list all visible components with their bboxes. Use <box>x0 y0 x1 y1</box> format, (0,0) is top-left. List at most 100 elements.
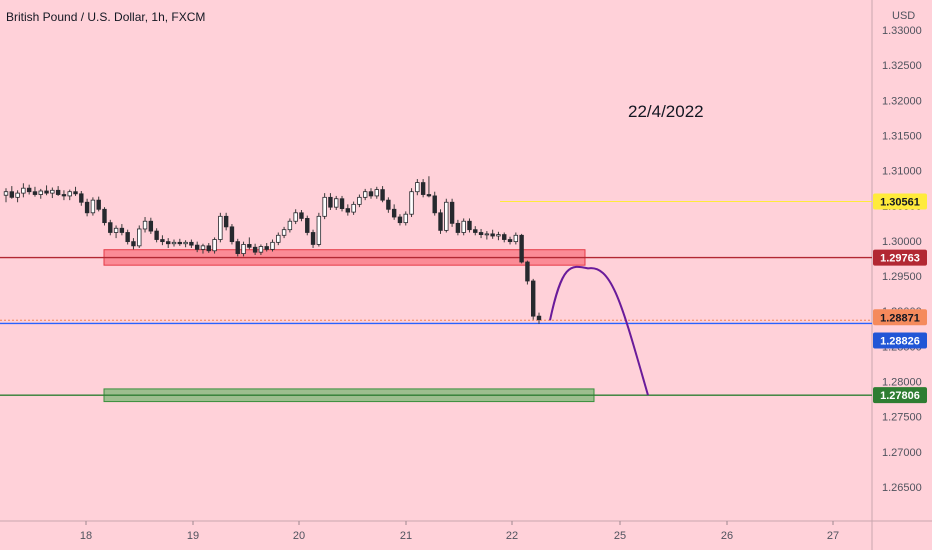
candle-body <box>490 233 495 237</box>
candle-body <box>166 241 171 245</box>
candle-body <box>252 246 258 253</box>
candle-body <box>374 189 379 197</box>
price-label-bg <box>873 332 927 349</box>
candle-body <box>131 241 136 247</box>
candle-body <box>119 227 125 233</box>
price-label-bg <box>873 387 927 404</box>
candle-body <box>351 203 356 213</box>
candle-body <box>142 220 148 230</box>
date-annotation: 22/4/2022 <box>628 102 704 121</box>
candle-body <box>96 199 101 210</box>
candle-body <box>218 215 223 240</box>
price-axis-currency: USD <box>892 10 916 22</box>
candle-body <box>444 201 449 231</box>
x-tick-label: 19 <box>187 530 199 542</box>
candle-body <box>55 189 61 195</box>
x-tick-label: 25 <box>614 530 626 542</box>
candle-body <box>502 234 507 240</box>
candle-body <box>310 232 316 245</box>
candle-body <box>386 199 391 210</box>
candle-body <box>281 229 287 236</box>
candle-body <box>183 241 188 245</box>
candle-body <box>362 191 368 198</box>
candle-body <box>154 230 159 240</box>
candle-body <box>148 220 154 232</box>
candle-body <box>38 190 43 195</box>
candle-body <box>409 191 414 215</box>
candle-body <box>264 246 269 250</box>
candle-body <box>513 234 519 243</box>
candle-body <box>15 192 20 198</box>
candle-body <box>531 280 536 317</box>
candle-body <box>478 232 484 235</box>
candle-body <box>32 191 38 195</box>
candle-body <box>102 208 107 224</box>
candle-body <box>380 189 385 201</box>
candle-body <box>305 218 310 233</box>
y-tick-label: 1.27500 <box>882 412 922 424</box>
candle-body <box>67 191 72 197</box>
candle-body <box>90 199 96 214</box>
price-label: 1.29763 <box>880 253 920 265</box>
candle-body <box>287 220 293 231</box>
candle-body <box>223 215 229 228</box>
y-tick-label: 1.26500 <box>882 482 922 494</box>
candle-body <box>391 208 397 218</box>
y-tick-label: 1.27000 <box>882 447 922 459</box>
candle-body <box>449 201 455 224</box>
candle-body <box>432 195 437 214</box>
candle-body <box>415 182 420 193</box>
candle-body <box>276 234 281 243</box>
candle-body <box>525 261 530 282</box>
candle-body <box>339 198 345 209</box>
candle-body <box>73 191 78 195</box>
candle-body <box>334 198 339 208</box>
candle-body <box>397 216 403 224</box>
candle-body <box>322 196 327 217</box>
candle-body <box>44 190 49 194</box>
price-label: 1.28826 <box>880 335 920 347</box>
candle-body <box>467 220 472 231</box>
candle-body <box>61 194 67 197</box>
projection-path <box>549 265 649 396</box>
x-tick-label: 22 <box>506 530 518 542</box>
candle-body <box>177 241 183 245</box>
x-tick-label: 18 <box>80 530 92 542</box>
candle-body <box>368 191 374 197</box>
candle-body <box>125 232 130 243</box>
candle-body <box>507 239 513 243</box>
candle-body <box>345 208 351 213</box>
candle-body <box>455 222 461 233</box>
candle-body <box>461 220 466 233</box>
x-tick-label: 20 <box>293 530 305 542</box>
candle-body <box>241 244 246 254</box>
candle-body <box>229 226 235 243</box>
y-tick-label: 1.33000 <box>882 25 922 37</box>
candle-body <box>200 245 206 250</box>
candle-body <box>160 239 165 243</box>
candle-body <box>299 212 304 219</box>
candle-body <box>420 182 426 195</box>
price-label: 1.27806 <box>880 390 920 402</box>
candle-body <box>84 201 90 214</box>
candle-body <box>258 246 264 253</box>
y-tick-label: 1.31000 <box>882 166 922 178</box>
price-label-bg <box>873 193 927 210</box>
candle-body <box>247 244 252 248</box>
candle-body <box>293 212 298 222</box>
candle-body <box>26 187 32 193</box>
candle-body <box>270 241 275 250</box>
x-tick-label: 21 <box>400 530 412 542</box>
candle-body <box>328 196 333 208</box>
candle-body <box>403 213 408 224</box>
price-label-bg <box>873 249 927 266</box>
y-tick-label: 1.31500 <box>882 130 922 142</box>
price-label: 1.30561 <box>880 196 920 208</box>
candle-body <box>484 233 490 236</box>
y-tick-label: 1.30000 <box>882 236 922 248</box>
price-label: 1.28871 <box>880 312 920 324</box>
candle-body <box>519 234 524 263</box>
y-tick-label: 1.32500 <box>882 60 922 72</box>
